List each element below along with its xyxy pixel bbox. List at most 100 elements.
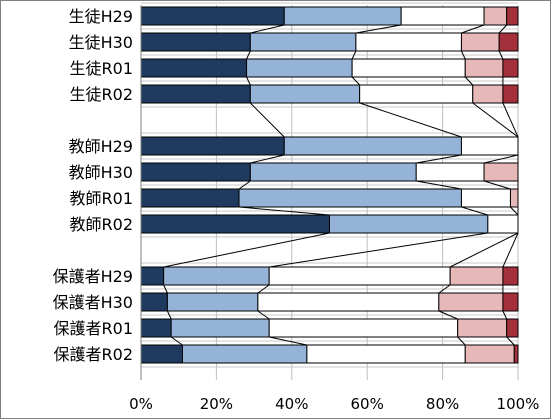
bar-segment [140, 58, 248, 78]
connector-line [502, 102, 519, 138]
bar-segment [400, 6, 485, 26]
bar-segment [249, 162, 417, 182]
bar-segment [460, 32, 500, 52]
connector-line [502, 232, 519, 268]
bar-segment [464, 344, 515, 364]
bar-segment [502, 292, 519, 312]
connector-line [502, 310, 508, 320]
connector-line [166, 310, 172, 320]
bar-segment [487, 214, 519, 234]
connector-line [163, 284, 168, 294]
bar-segment [457, 318, 508, 338]
category-label: 生徒H30 [69, 33, 133, 52]
connector-line [464, 76, 474, 86]
bar-segment [283, 136, 462, 156]
bar-segment [483, 162, 519, 182]
bar-segment [509, 188, 519, 208]
bar-segment [351, 58, 466, 78]
bar-segment [140, 266, 165, 286]
connector-line [238, 180, 251, 190]
category-label: 保護者H30 [53, 293, 133, 312]
bar-segment [246, 58, 353, 78]
bar-segment [140, 6, 285, 26]
category-label: 保護者R02 [54, 345, 133, 364]
connector-line [416, 180, 462, 190]
bar-segment [460, 188, 511, 208]
x-tick-label: 80% [426, 395, 459, 413]
connector-line [246, 76, 251, 86]
connector-line [461, 24, 485, 34]
bar-segment [140, 136, 285, 156]
bar-segment [502, 266, 519, 286]
category-label: 教師H29 [69, 137, 133, 156]
bar-segment [449, 266, 504, 286]
connector-line [460, 50, 466, 60]
bar-segment [498, 32, 519, 52]
connector-line [269, 232, 488, 268]
connector-line [163, 232, 330, 268]
bar-segment [268, 266, 451, 286]
connector-line [438, 310, 458, 320]
category-label: 教師H30 [69, 163, 133, 182]
bar-segment [140, 32, 251, 52]
connector-line [257, 284, 270, 294]
bar-segment [257, 292, 440, 312]
connector-line [250, 154, 285, 164]
x-tick-label: 20% [200, 395, 233, 413]
bar-segment [166, 292, 259, 312]
connector-line [498, 24, 508, 34]
x-tick-label: 60% [351, 395, 384, 413]
bar-segment [502, 84, 519, 104]
bar-segment [238, 188, 462, 208]
bar-segment [140, 344, 183, 364]
connector-line [438, 284, 451, 294]
category-label: 保護者H29 [53, 267, 133, 286]
connector-line [483, 180, 511, 190]
bar-segment [506, 318, 519, 338]
category-label: 生徒H29 [69, 7, 133, 26]
connector-line [461, 206, 488, 216]
bar-segment [249, 84, 361, 104]
bar-segment [415, 162, 485, 182]
x-tick-label: 100% [497, 395, 540, 413]
bar-segment [140, 84, 251, 104]
connector-line [170, 336, 183, 346]
bar-segment [464, 58, 504, 78]
x-tick-label: 40% [275, 395, 308, 413]
connector-line [269, 336, 307, 346]
bar-segment [502, 58, 519, 78]
bar-segment [268, 318, 459, 338]
bar-segment [355, 32, 462, 52]
connector-line [249, 102, 285, 138]
connector-line [257, 310, 270, 320]
bar-segment [460, 136, 519, 156]
bar-segment [506, 6, 519, 26]
connector-line [510, 206, 519, 216]
bar-segment [483, 6, 508, 26]
connector-line [449, 232, 519, 268]
connector-line [457, 336, 466, 346]
connector-line [351, 76, 361, 86]
connector-line [472, 102, 519, 138]
bar-segment [513, 344, 519, 364]
bar-segment [306, 344, 466, 364]
connector-line [351, 50, 357, 60]
bar-segment [329, 214, 489, 234]
connector-line [359, 102, 462, 138]
bar-segment [181, 344, 308, 364]
bar-segment [140, 188, 240, 208]
connector-line [250, 24, 285, 34]
bar-segment [283, 6, 402, 26]
bar-segment [140, 292, 168, 312]
bar-segment [140, 214, 330, 234]
bar-segment [359, 84, 474, 104]
connector-line [246, 50, 251, 60]
category-label: 生徒R01 [70, 59, 133, 78]
connector-line [483, 154, 519, 164]
bar-segment [163, 266, 270, 286]
connector-line [416, 154, 462, 164]
bar-segment [472, 84, 504, 104]
bar-segment [140, 318, 172, 338]
bar-segment [438, 292, 504, 312]
